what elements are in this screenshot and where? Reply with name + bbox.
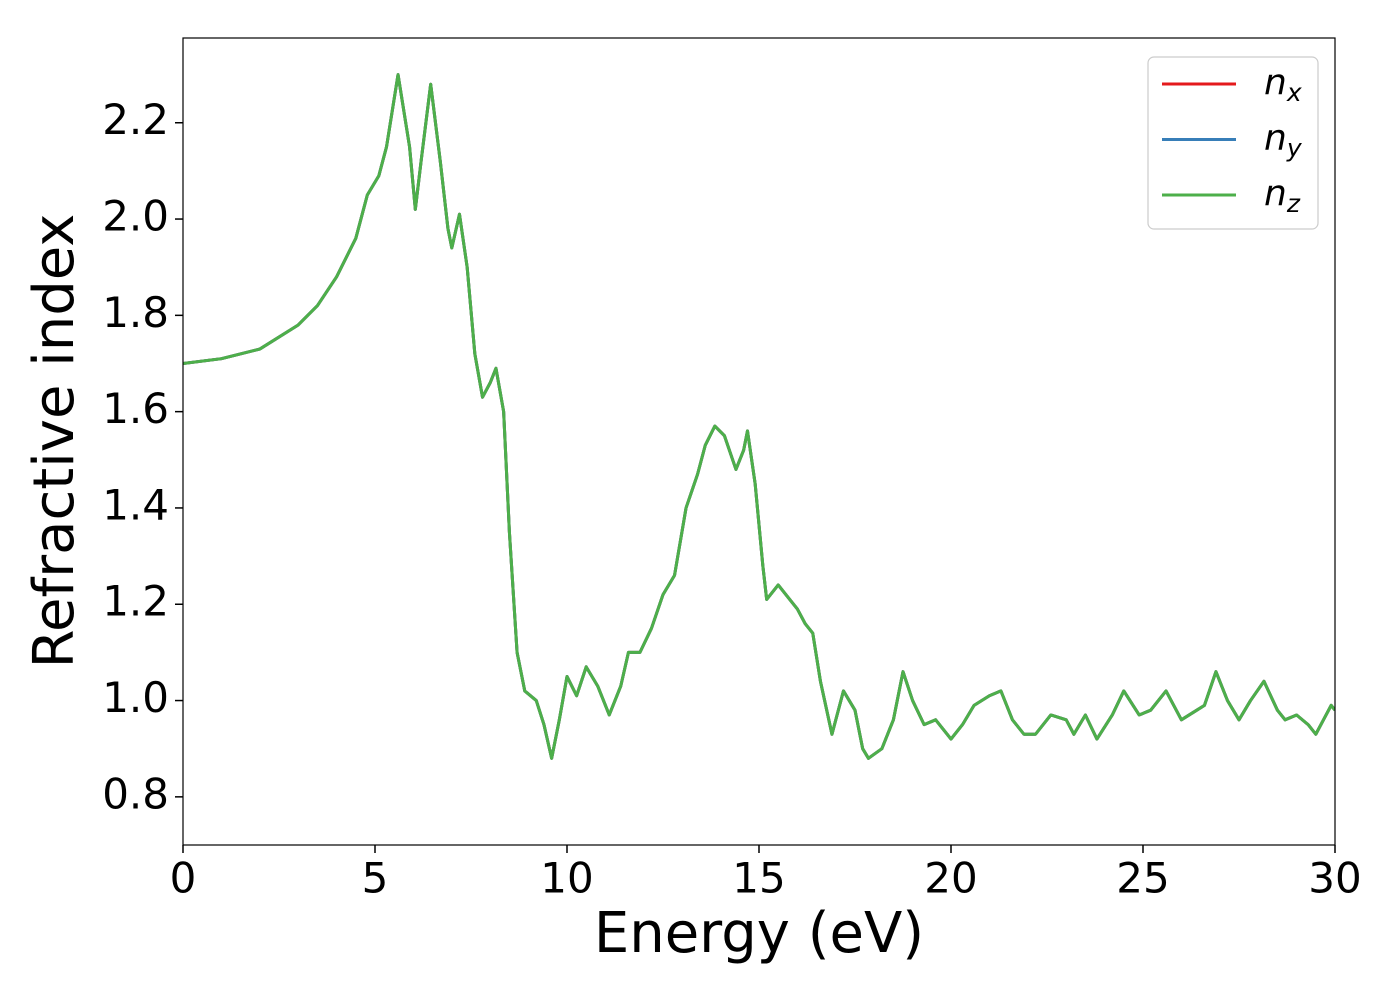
y-tick-label: 1.6 (102, 384, 169, 433)
x-axis-label: Energy (eV) (594, 901, 924, 966)
x-tick-label: 20 (924, 854, 977, 903)
x-tick-label: 5 (362, 854, 389, 903)
legend-box (1147, 56, 1319, 230)
legend-label: nz (1264, 173, 1301, 218)
y-tick-label: 2.0 (102, 192, 169, 241)
x-tick-label: 30 (1308, 854, 1361, 903)
x-tick-label: 15 (732, 854, 785, 903)
line-series (183, 73, 1335, 760)
x-tick-label: 25 (1116, 854, 1169, 903)
y-tick-label: 2.2 (102, 95, 169, 144)
x-tick-label: 10 (540, 854, 593, 903)
y-tick-label: 1.4 (102, 480, 169, 529)
legend-label: ny (1264, 118, 1303, 163)
y-tick-label: 1.0 (102, 673, 169, 722)
legend-label: nx (1264, 62, 1302, 107)
plot-frame (182, 37, 1336, 846)
y-tick-label: 1.2 (102, 577, 169, 626)
y-tick-label: 1.8 (102, 288, 169, 337)
y-tick-label: 0.8 (102, 769, 169, 818)
x-tick-label: 0 (170, 854, 197, 903)
y-axis-label: Refractive index (22, 214, 87, 669)
